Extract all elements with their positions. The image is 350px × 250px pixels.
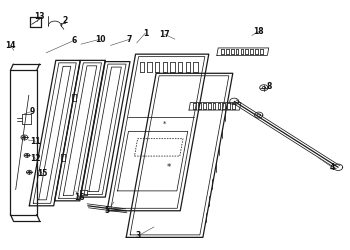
Text: 3: 3 <box>136 231 141 240</box>
Text: 2: 2 <box>63 16 68 25</box>
Text: 1: 1 <box>143 28 148 38</box>
Text: 16: 16 <box>74 192 84 202</box>
Text: 10: 10 <box>95 35 105 44</box>
Text: *: * <box>163 121 166 127</box>
Text: 7: 7 <box>127 35 132 44</box>
Text: 18: 18 <box>253 27 264 36</box>
Text: 8: 8 <box>266 82 272 91</box>
Text: 13: 13 <box>34 12 44 21</box>
Text: 11: 11 <box>30 137 41 146</box>
Text: 14: 14 <box>5 41 16 50</box>
Text: 9: 9 <box>29 107 35 116</box>
Text: 17: 17 <box>159 30 170 39</box>
Text: 6: 6 <box>71 36 77 45</box>
Text: *: * <box>166 163 170 172</box>
Text: 5: 5 <box>104 206 110 215</box>
Text: 15: 15 <box>37 169 48 178</box>
Text: 12: 12 <box>30 154 41 163</box>
Text: 4: 4 <box>329 163 335 172</box>
